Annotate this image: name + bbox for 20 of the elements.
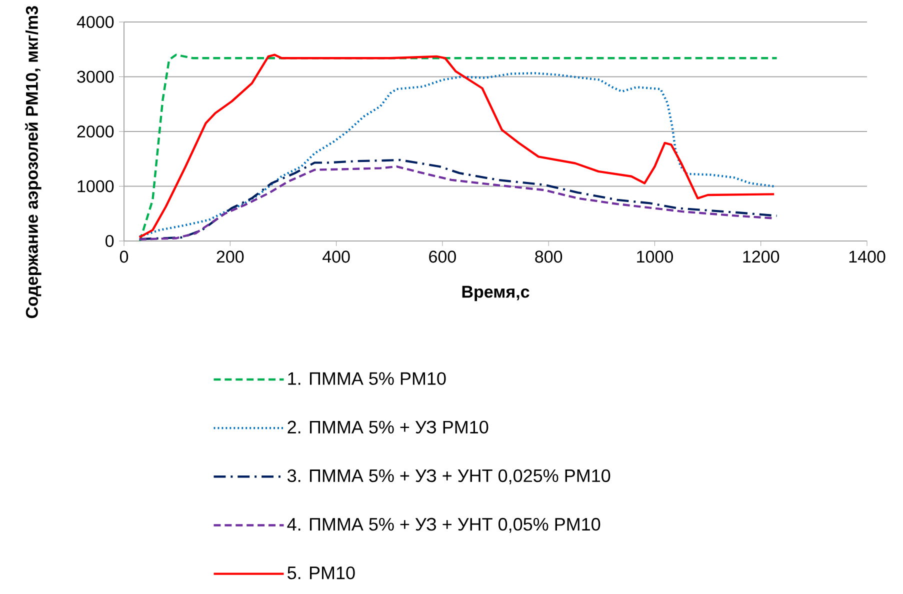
y-axis-title: Содержание аэрозолей PM10, мкг/m3 [25, 6, 42, 318]
x-tick-label: 400 [322, 250, 350, 263]
y-tick-label: 0 [106, 234, 114, 248]
legend-label: 5. PM10 [288, 566, 355, 580]
x-tick-label: 0 [120, 250, 128, 263]
y-tick-label: 3000 [77, 70, 114, 83]
legend-label: 3. ПММА 5% + УЗ + УНТ 0,025% PM10 [288, 469, 610, 484]
legend-label: 2. ПММА 5% + УЗ PM10 [288, 420, 488, 434]
x-tick-label: 1200 [743, 250, 780, 263]
x-tick-label: 800 [535, 250, 562, 263]
x-tick-label: 600 [429, 250, 456, 263]
x-tick-label: 1400 [849, 250, 886, 263]
legend-label: 1. ПММА 5% PM10 [288, 372, 446, 385]
y-tick-label: 1000 [78, 180, 114, 192]
x-tick-label: 1000 [637, 250, 673, 263]
y-tick-label: 2000 [77, 125, 114, 138]
y-tick-label: 4000 [76, 16, 114, 28]
x-tick-label: 200 [216, 250, 244, 263]
x-axis-title: Время,с [462, 286, 530, 302]
legend-label: 4. ПММА 5% + УЗ + УНТ 0,05% PM10 [287, 518, 600, 533]
